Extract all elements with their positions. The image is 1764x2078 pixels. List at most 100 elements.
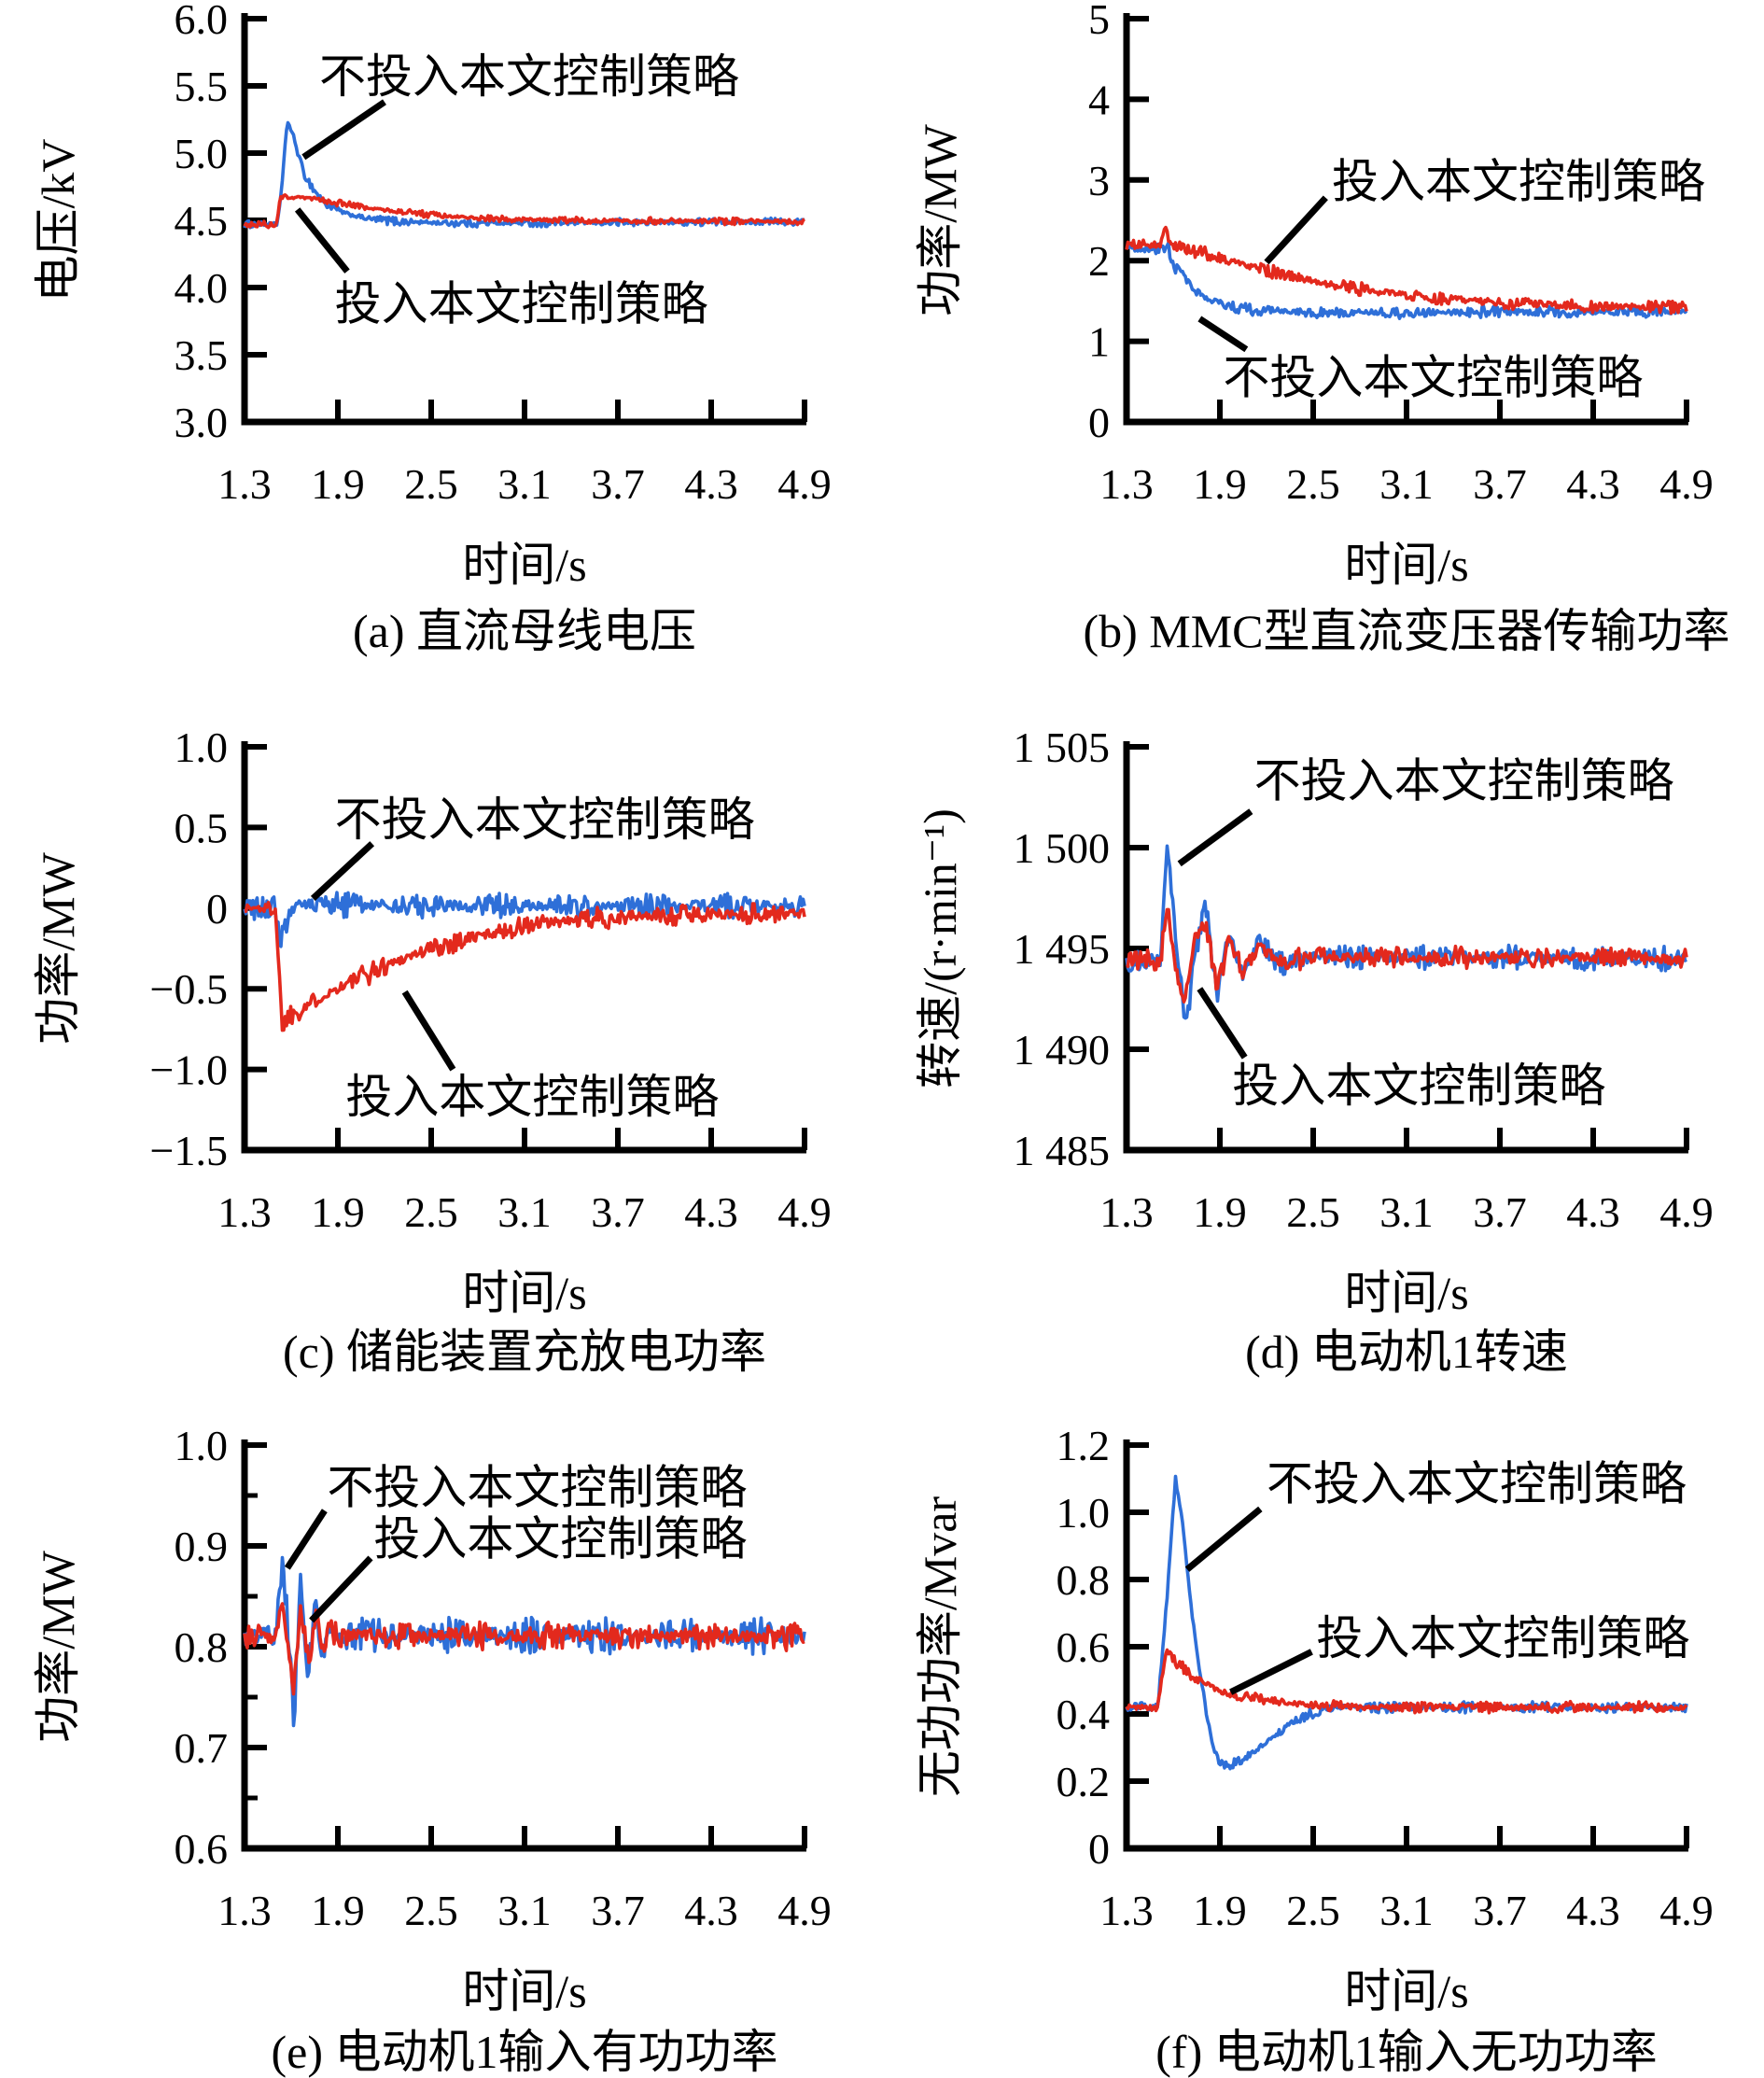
- panel-d-ylabel: 转速/(r·min⁻¹): [914, 808, 966, 1088]
- curve-with-strategy: [1126, 907, 1688, 1004]
- y-tick-label: 1.2: [1057, 1422, 1111, 1469]
- x-tick-label: 2.5: [404, 1887, 458, 1934]
- annotation-leader-line: [309, 1555, 373, 1623]
- annotation-leader-line: [284, 1509, 328, 1570]
- x-tick-label: 3.7: [1473, 1188, 1527, 1236]
- y-tick-label: 0.7: [175, 1724, 229, 1772]
- x-tick-label: 1.9: [1193, 460, 1247, 508]
- y-tick-label: −0.5: [150, 965, 228, 1013]
- x-tick-label: 1.3: [1099, 1887, 1154, 1934]
- x-tick-label: 1.3: [1099, 460, 1154, 508]
- y-tick-label: 0.4: [1057, 1691, 1111, 1738]
- annotation-label: 不投入本文控制策略: [1223, 351, 1643, 403]
- x-tick-label: 2.5: [1286, 1887, 1340, 1934]
- x-tick-label: 1.3: [1099, 1188, 1154, 1236]
- panel-a-xlabel: 时间/s: [462, 539, 587, 591]
- y-tick-label: 5.5: [175, 63, 229, 110]
- curve-with-strategy: [1125, 1648, 1688, 1715]
- annotation-label: 投入本文控制策略: [345, 1071, 719, 1123]
- annotation-label: 投入本文控制策略: [373, 1512, 747, 1565]
- x-tick-label: 4.9: [1659, 1188, 1714, 1236]
- panel-e-caption: (e) 电动机1输入有功功率: [271, 2026, 778, 2078]
- panel-c-ylabel: 功率/MW: [32, 852, 84, 1045]
- panel-e-ylabel: 功率/MW: [32, 1551, 84, 1743]
- annotation-leader-line: [1197, 987, 1248, 1060]
- y-tick-label: 5.0: [175, 130, 229, 177]
- x-tick-label: 4.9: [777, 1887, 832, 1934]
- y-tick-label: 3: [1088, 157, 1110, 204]
- panel-a-caption: (a) 直流母线电压: [353, 605, 696, 657]
- y-tick-label: 0: [1088, 1825, 1110, 1873]
- annotation-label: 投入本文控制策略: [1232, 1060, 1605, 1112]
- y-tick-label: 0.6: [1057, 1623, 1111, 1671]
- curve-without-strategy: [243, 891, 806, 948]
- annotation-label: 不投入本文控制策略: [1254, 755, 1674, 807]
- y-tick-label: −1.5: [150, 1127, 228, 1174]
- panel-c-plot: 1.0 0.5 0 −0.5 −1.0 −1.5 1.3 1.9 2.5 3.1 3.7 4.3 4.9…: [150, 723, 832, 1236]
- panel-d-plot: 1 505 1 500 1 495 1 490 1 485 1.3 1.9 2.5 3.1 3.7…: [1014, 723, 1714, 1236]
- x-tick-label: 4.9: [1659, 1887, 1714, 1934]
- panel-e-plot: 1.0 0.9 0.8 0.7 0.6 1.3 1.9 2.5 3.1 3.7 4.3 4.9 不投入本…: [175, 1422, 832, 1934]
- annotation-leader-line: [401, 990, 456, 1072]
- x-tick-label: 4.3: [684, 460, 738, 508]
- x-tick-label: 2.5: [1286, 460, 1340, 508]
- y-tick-label: 4.5: [175, 197, 229, 245]
- x-tick-label: 3.1: [1379, 460, 1434, 508]
- y-tick-label: 0.8: [175, 1623, 229, 1671]
- panel-a-plot: 6.0 5.5 5.0 4.5 4.0 3.5 3.0 1.3 1.9 2.5 3.1 3.7 4.3 4…: [175, 0, 832, 508]
- annotation-leader-line: [1184, 1506, 1263, 1572]
- x-tick-label: 1.3: [217, 1887, 272, 1934]
- y-tick-label: 4.0: [175, 264, 229, 312]
- y-tick-label: 3.5: [175, 331, 229, 379]
- y-tick-label: 2: [1088, 237, 1110, 285]
- panel-f-plot: 1.2 1.0 0.8 0.6 0.4 0.2 0 1.3 1.9 2.5 3.1 3.7 4.3 4.9…: [1057, 1422, 1714, 1934]
- y-tick-label: −1.0: [150, 1046, 228, 1094]
- annotation-leader-line: [1177, 808, 1253, 867]
- panel-f: 1.2 1.0 0.8 0.6 0.4 0.2 0 1.3 1.9 2.5 3.1 3.7 4.3 4.9…: [882, 1365, 1764, 2078]
- x-tick-label: 1.9: [1193, 1188, 1247, 1236]
- x-tick-label: 3.7: [591, 460, 645, 508]
- x-tick-label: 3.1: [1379, 1188, 1434, 1236]
- y-tick-label: 6.0: [175, 0, 229, 43]
- panel-f-ylabel: 无功功率/Mvar: [914, 1495, 966, 1798]
- panel-c-xlabel: 时间/s: [462, 1267, 587, 1319]
- y-tick-label: 1 490: [1014, 1026, 1111, 1074]
- y-tick-label: 1: [1088, 318, 1110, 366]
- panel-b: 5 4 3 2 1 0 1.3 1.9 2.5 3.1 3.7 4.3 4.9 投入本文控制策略 不投入本文…: [882, 0, 1764, 658]
- x-tick-label: 3.1: [497, 460, 552, 508]
- y-tick-label: 1.0: [175, 723, 229, 771]
- panel-c: 1.0 0.5 0 −0.5 −1.0 −1.5 1.3 1.9 2.5 3.1 3.7 4.3 4.9…: [0, 658, 882, 1378]
- x-tick-label: 3.1: [497, 1188, 552, 1236]
- y-tick-label: 0: [1088, 399, 1110, 446]
- x-tick-label: 4.9: [1659, 460, 1714, 508]
- curve-with-strategy: [243, 1602, 805, 1696]
- panel-c-caption: (c) 储能装置充放电功率: [283, 1326, 766, 1378]
- x-tick-label: 4.3: [1566, 1887, 1620, 1934]
- panel-e: 1.0 0.9 0.8 0.7 0.6 1.3 1.9 2.5 3.1 3.7 4.3 4.9 不投入本…: [0, 1365, 882, 2078]
- annotation-leader-line: [1264, 195, 1328, 265]
- annotation-leader-line: [294, 207, 350, 274]
- x-tick-label: 3.1: [1379, 1887, 1434, 1934]
- x-tick-label: 3.1: [497, 1887, 552, 1934]
- annotation-leader-line: [1229, 1649, 1313, 1695]
- y-tick-label: 0.2: [1057, 1758, 1111, 1805]
- panel-f-caption: (f) 电动机1输入无功功率: [1155, 2026, 1658, 2078]
- x-tick-label: 3.7: [591, 1188, 645, 1236]
- panel-a-ylabel: 电压/kV: [32, 138, 84, 302]
- y-tick-label: 0.8: [1057, 1556, 1111, 1604]
- x-tick-label: 2.5: [404, 1188, 458, 1236]
- x-tick-label: 4.3: [1566, 1188, 1620, 1236]
- x-tick-label: 3.7: [591, 1887, 645, 1934]
- y-tick-label: 1.0: [1057, 1489, 1111, 1537]
- panel-f-xlabel: 时间/s: [1344, 1965, 1469, 2017]
- annotation-label: 投入本文控制策略: [335, 277, 708, 330]
- x-tick-label: 1.9: [311, 1188, 365, 1236]
- y-tick-label: 1 495: [1014, 925, 1111, 973]
- annotation-leader-line: [310, 841, 375, 901]
- panel-b-ylabel: 功率/MW: [914, 124, 966, 316]
- panel-e-xlabel: 时间/s: [462, 1965, 587, 2017]
- x-tick-label: 1.9: [311, 1887, 365, 1934]
- curve-with-strategy: [1125, 225, 1688, 316]
- x-tick-label: 1.9: [311, 460, 365, 508]
